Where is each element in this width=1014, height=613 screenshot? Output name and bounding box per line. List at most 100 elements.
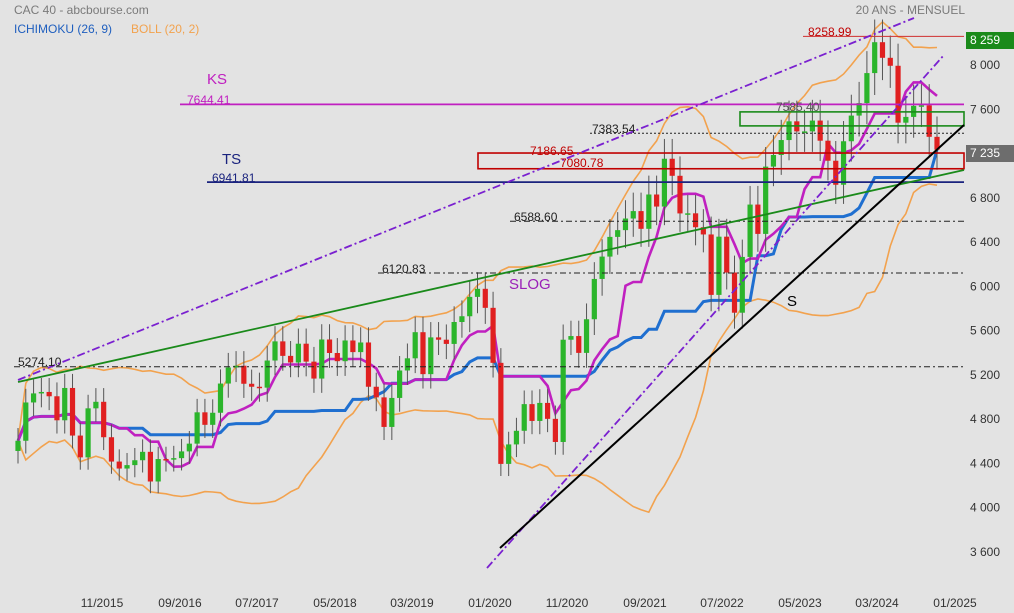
x-tick-label: 07/2022 <box>700 596 744 610</box>
candle-body <box>856 103 862 116</box>
x-tick-label: 09/2016 <box>158 596 202 610</box>
x-tick-label: 01/2025 <box>933 596 977 610</box>
price-flag-last: 7 235 <box>966 145 1014 162</box>
candle-body <box>101 401 107 438</box>
candle-body <box>280 341 286 356</box>
candle-body <box>700 227 706 235</box>
y-tick-label: 6 000 <box>970 279 1000 293</box>
candle-body <box>677 175 683 214</box>
legend-boll: BOLL (20, 2) <box>131 22 200 36</box>
candle-body <box>498 362 504 464</box>
candle-body <box>739 256 745 313</box>
resistance-zone <box>477 152 965 170</box>
candle-body <box>615 230 621 237</box>
candle-body <box>451 322 457 344</box>
candle-body <box>404 358 411 371</box>
candle-body <box>30 393 37 403</box>
candle-body <box>638 211 644 229</box>
candle-body <box>334 352 340 362</box>
candle-body <box>552 418 558 442</box>
candle-body <box>389 397 395 427</box>
candle-body <box>490 307 496 363</box>
candle-body <box>755 204 761 234</box>
candle-body <box>778 140 784 155</box>
y-tick-label: 7 600 <box>970 102 1000 116</box>
candle-body <box>692 213 699 228</box>
candle-body <box>879 42 886 58</box>
green-trend-line <box>17 169 965 383</box>
candle-body <box>46 391 52 397</box>
candle-body <box>381 397 387 427</box>
candle-body <box>474 288 481 297</box>
candle-body <box>303 343 309 362</box>
candle-body <box>140 451 146 461</box>
candle-body <box>848 115 854 142</box>
candle-body <box>233 365 239 368</box>
candle-body <box>747 204 753 257</box>
x-tick-label: 07/2017 <box>235 596 279 610</box>
y-tick-label: 5 200 <box>970 368 1000 382</box>
candle-body <box>287 355 294 363</box>
purple-channel-lower <box>486 54 945 569</box>
candle-body <box>583 319 590 353</box>
candle-body <box>15 440 21 451</box>
y-tick-label: 4 400 <box>970 456 1000 470</box>
period-label: 20 ANS - MENSUEL <box>855 3 965 17</box>
support-trend-line <box>499 124 965 549</box>
candle-body <box>420 332 426 375</box>
candle-body <box>295 343 301 363</box>
candle-body <box>178 451 185 459</box>
annotation-ts: TS <box>222 151 241 168</box>
candle-body <box>669 158 675 176</box>
candle-body <box>108 437 115 462</box>
x-tick-label: 01/2020 <box>468 596 512 610</box>
candle-body <box>521 404 527 431</box>
candle-body <box>864 73 870 104</box>
candle-body <box>459 316 465 323</box>
candle-body <box>840 141 847 185</box>
candle-body <box>54 396 60 421</box>
candle-body <box>607 236 613 257</box>
candle-body <box>435 337 442 340</box>
x-tick-label: 05/2023 <box>778 596 822 610</box>
y-tick-label: 6 800 <box>970 191 1000 205</box>
candle-body <box>654 194 660 207</box>
level-label-7186: 7186.65 <box>530 144 574 158</box>
candle-body <box>397 370 403 398</box>
candle-body <box>124 465 130 469</box>
candle-body <box>482 288 488 308</box>
candle-body <box>731 272 738 313</box>
boll-lower-band <box>17 183 938 514</box>
candle-body <box>599 256 605 279</box>
candle-body <box>817 120 823 141</box>
candle-body <box>155 459 161 482</box>
candle-body <box>23 402 29 441</box>
x-tick-label: 09/2021 <box>623 596 667 610</box>
ichimoku-tenkan-line <box>16 81 938 469</box>
candle-body <box>895 65 901 123</box>
candle-body <box>326 339 333 353</box>
candle-body <box>529 404 535 421</box>
candle-body <box>256 386 263 389</box>
legend-ichimoku: ICHIMOKU (26, 9) <box>14 22 113 36</box>
candle-body <box>513 430 520 445</box>
candle-body <box>38 391 44 394</box>
candle-body <box>872 42 878 74</box>
y-tick-label: 8 000 <box>970 58 1000 72</box>
candle-body <box>116 461 122 469</box>
candle-body <box>833 160 839 185</box>
purple-channel-upper <box>17 17 915 381</box>
x-tick-label: 11/2020 <box>546 596 589 610</box>
candle-body <box>85 408 91 458</box>
level-label-5274: 5274.10 <box>18 355 62 369</box>
level-label-7644: 7644.41 <box>187 93 231 107</box>
level-label-7383: 7383.54 <box>592 122 636 136</box>
annotation-slog: SLOG <box>509 276 551 293</box>
candle-body <box>591 278 597 320</box>
candle-body <box>77 435 83 458</box>
x-tick-label: 03/2019 <box>390 596 434 610</box>
candle-body <box>724 236 730 273</box>
candle-body <box>887 57 893 66</box>
y-tick-label: 6 400 <box>970 235 1000 249</box>
level-label-7080: 7080.78 <box>560 156 604 170</box>
